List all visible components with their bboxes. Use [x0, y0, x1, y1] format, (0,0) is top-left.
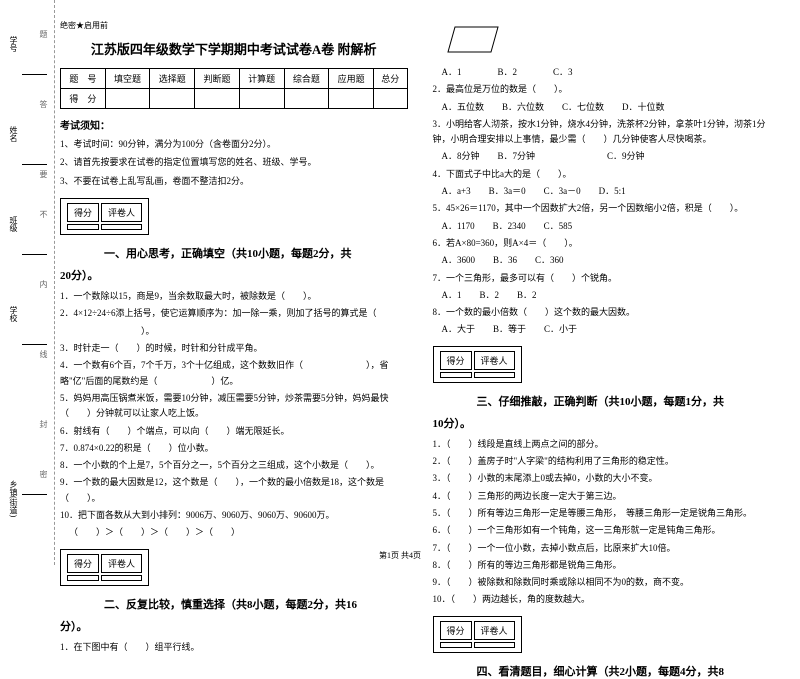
th: 填空题 — [105, 69, 150, 89]
option: A．五位数 B．六位数 C．七位数 D．十位数 — [433, 100, 781, 115]
notice-item: 3、不要在试卷上乱写乱画，卷面不整洁扣2分。 — [60, 174, 408, 188]
td — [373, 89, 407, 109]
question: 9．（ ）被除数和除数同时乘或除以相同不为0的数，商不变。 — [433, 575, 781, 590]
grader-box: 得分评卷人 — [60, 198, 149, 235]
question: 3．时针走一（ ）的时候，时针和分针成平角。 — [60, 341, 408, 356]
side-box — [22, 20, 47, 75]
question: （ ）＞（ ）＞（ ）＞（ ） — [60, 525, 408, 540]
page-footer: 第1页 共4页 — [0, 550, 800, 561]
margin-note: 封 — [38, 420, 49, 428]
margin-note: 内 — [38, 280, 49, 288]
question: 3．（ ）小数的末尾添上0或去掉0，小数的大小不变。 — [433, 471, 781, 486]
question: 6．（ ）一个三角形如有一个钝角，这一三角形就一定是钝角三角形。 — [433, 523, 781, 538]
notice-item: 1、考试时间：90分钟，满分为100分（含卷面分2分）。 — [60, 137, 408, 151]
question: 10．（ ）两边越长，角的度数越大。 — [433, 592, 781, 607]
td — [105, 89, 150, 109]
option: A．大于 B．等于 C．小于 — [433, 322, 781, 337]
td — [284, 89, 329, 109]
th: 选择题 — [150, 69, 195, 89]
question: 6．若A×80=360，则A×4＝（ ）。 — [433, 236, 781, 251]
option: A．1 B．2 C．3 — [433, 65, 781, 80]
margin-note: 题 — [38, 30, 49, 38]
question: 1．（ ）线段是直线上两点之间的部分。 — [433, 437, 781, 452]
question: 4．（ ）三角形的两边长度一定大于第三边。 — [433, 489, 781, 504]
option: A．1 B．2 B．2 — [433, 288, 781, 303]
question: 2．最高位是万位的数是（ ）。 — [433, 82, 781, 97]
question: 4．一个数有6个百，7个千万，3个十亿组成，这个数数旧作（ ），省略"亿"后面的… — [60, 358, 408, 389]
section-2-title-cont: 分）。 — [60, 618, 408, 634]
section-1-title: 一、用心思考，正确填空（共10小题，每题2分，共 — [60, 245, 408, 261]
margin-note: 答 — [38, 100, 49, 108]
grader-box: 得分评卷人 — [433, 346, 522, 383]
sig-score: 得分 — [440, 621, 472, 640]
question: 1．在下图中有（ ）组平行线。 — [60, 640, 408, 655]
side-label: 姓名 — [8, 126, 19, 142]
question: 2．（ ）盖房子时"人字梁"的结构利用了三角形的稳定性。 — [433, 454, 781, 469]
page-content: 绝密★启用前 江苏版四年级数学下学期期中考试试卷A卷 附解析 题 号 填空题 选… — [0, 0, 800, 565]
option: A．a+3 B．3a＝0 C．3a－0 D．5:1 — [433, 184, 781, 199]
margin-note: 线 — [38, 350, 49, 358]
td — [329, 89, 374, 109]
question: 5．45×26＝1170，其中一个因数扩大2倍，另一个因数缩小2倍，积是（ ）。 — [433, 201, 781, 216]
td — [195, 89, 240, 109]
binding-margin: 学号 姓名 班级 学校 乡镇(街道) 题 答 要 不 内 线 封 密 — [0, 0, 55, 565]
grader-box: 得分评卷人 — [433, 616, 522, 653]
margin-note: 不 — [38, 210, 49, 218]
sig-score: 得分 — [440, 351, 472, 370]
sig-score: 得分 — [67, 203, 99, 222]
question: 4．下面式子中比a大的是（ ）。 — [433, 167, 781, 182]
th: 综合题 — [284, 69, 329, 89]
td: 得 分 — [61, 89, 106, 109]
sig-grader: 评卷人 — [474, 351, 515, 370]
section-1-title-cont: 20分）。 — [60, 267, 408, 283]
left-column: 绝密★启用前 江苏版四年级数学下学期期中考试试卷A卷 附解析 题 号 填空题 选… — [55, 20, 413, 555]
th: 总分 — [373, 69, 407, 89]
question: 8．一个小数的个上是7，5个百分之一，5个百分之三组成，这个小数是（ ）。 — [60, 458, 408, 473]
option: A．3600 B．36 C．360 — [433, 253, 781, 268]
question: 8．一个数的最小倍数（ ）这个数的最大因数。 — [433, 305, 781, 320]
margin-note: 密 — [38, 470, 49, 478]
th: 判断题 — [195, 69, 240, 89]
side-box — [22, 110, 47, 165]
notice-title: 考试须知： — [60, 117, 408, 132]
sig-grader: 评卷人 — [101, 203, 142, 222]
question: 3．小明给客人沏茶，按水1分钟，烧水4分钟，洗茶杯2分钟，拿茶叶1分钟，沏茶1分… — [433, 117, 781, 148]
th: 应用题 — [329, 69, 374, 89]
question: 10．把下面各数从大到小排列：9006万、9060万、9060万、90600万。 — [60, 508, 408, 523]
th: 题 号 — [61, 69, 106, 89]
side-label: 学号 — [8, 36, 19, 52]
side-box — [22, 440, 47, 495]
question: 1．一个数除以15，商是9，当余数取最大时，被除数是（ ）。 — [60, 289, 408, 304]
notice-item: 2、请首先按要求在试卷的指定位置填写您的姓名、班级、学号。 — [60, 155, 408, 169]
question: 7．0.874×0.22的积是（ ）位小数。 — [60, 441, 408, 456]
section-2-title: 二、反复比较，慎重选择（共8小题，每题2分，共16 — [60, 596, 408, 612]
question: 9．一个数的最大因数是12，这个数是（ ），一个数的最小倍数是18，这个数是（ … — [60, 475, 408, 506]
right-column: A．1 B．2 C．3 2．最高位是万位的数是（ ）。 A．五位数 B．六位数 … — [428, 20, 786, 555]
margin-note: 要 — [38, 170, 49, 178]
exam-title: 江苏版四年级数学下学期期中考试试卷A卷 附解析 — [60, 39, 408, 58]
option: A．1170 B．2340 C．585 — [433, 219, 781, 234]
side-box — [22, 290, 47, 345]
confidential-seal: 绝密★启用前 — [60, 20, 408, 31]
option: A．8分钟 B．7分钟 C．9分钟 — [433, 149, 781, 164]
question: 5．（ ）所有等边三角形一定是等腰三角形， 等腰三角形一定是锐角三角形。 — [433, 506, 781, 521]
question: 7．一个三角形，最多可以有（ ）个锐角。 — [433, 271, 781, 286]
td — [150, 89, 195, 109]
question: ）。 — [60, 324, 408, 339]
section-3-title-cont: 10分）。 — [433, 415, 781, 431]
section-4-title: 四、看清题目，细心计算（共2小题，每题4分，共8 — [433, 663, 781, 679]
question: 6．射线有（ ）个端点，可以向（ ）端无限延长。 — [60, 424, 408, 439]
rhombus-figure — [443, 22, 503, 57]
question: 5．妈妈用高压锅煮米饭，需要10分钟，减压需要5分钟，炒茶需要5分钟，妈妈最快（… — [60, 391, 408, 422]
section-3-title: 三、仔细推敲，正确判断（共10小题，每题1分，共 — [433, 393, 781, 409]
score-table: 题 号 填空题 选择题 判断题 计算题 综合题 应用题 总分 得 分 — [60, 68, 408, 109]
th: 计算题 — [239, 69, 284, 89]
side-label: 班级 — [8, 216, 19, 232]
side-label: 乡镇(街道) — [8, 480, 19, 517]
td — [239, 89, 284, 109]
side-box — [22, 200, 47, 255]
sig-grader: 评卷人 — [474, 621, 515, 640]
side-label: 学校 — [8, 306, 19, 322]
question: 2．4×12÷24÷6添上括号，使它运算顺序为：加一除一乘，则加了括号的算式是（ — [60, 306, 408, 321]
